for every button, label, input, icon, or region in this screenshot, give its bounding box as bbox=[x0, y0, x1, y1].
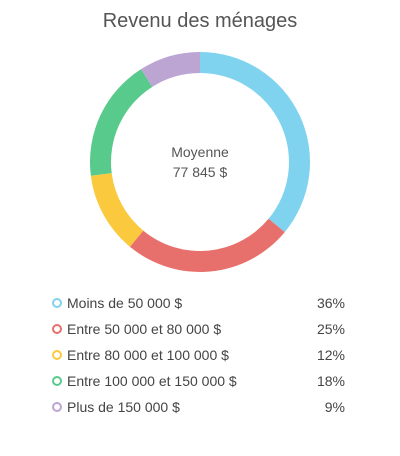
legend-label: Entre 50 000 et 80 000 $ bbox=[67, 321, 222, 337]
legend-item[interactable]: Entre 80 000 et 100 000 $ 12% bbox=[50, 346, 345, 372]
donut-slices bbox=[90, 52, 310, 273]
legend: Moins de 50 000 $ 36% Entre 50 000 et 80… bbox=[50, 294, 345, 424]
legend-label: Moins de 50 000 $ bbox=[67, 295, 183, 311]
donut-slice[interactable] bbox=[90, 173, 144, 247]
donut-slice[interactable] bbox=[200, 52, 310, 233]
legend-marker-icon bbox=[52, 402, 62, 412]
legend-marker-icon bbox=[52, 376, 62, 386]
chart-title: Revenu des ménages bbox=[102, 10, 298, 32]
legend-label: Entre 100 000 et 150 000 $ bbox=[67, 373, 237, 389]
legend-marker-icon bbox=[52, 298, 62, 308]
legend-label: Plus de 150 000 $ bbox=[67, 399, 180, 415]
donut-slice[interactable] bbox=[90, 69, 153, 176]
donut-slice[interactable] bbox=[129, 218, 285, 273]
legend-marker-icon bbox=[52, 350, 62, 360]
legend-item[interactable]: Moins de 50 000 $ 36% bbox=[50, 294, 345, 320]
legend-value: 36% bbox=[316, 295, 345, 311]
center-label: Moyenne bbox=[171, 144, 229, 160]
donut-slice[interactable] bbox=[141, 52, 200, 87]
legend-value: 12% bbox=[316, 347, 345, 363]
legend-item[interactable]: Entre 50 000 et 80 000 $ 25% bbox=[50, 320, 345, 346]
legend-label: Entre 80 000 et 100 000 $ bbox=[67, 347, 229, 363]
legend-value: 9% bbox=[324, 399, 345, 415]
center-value: 77 845 $ bbox=[172, 164, 228, 180]
legend-marker-icon bbox=[52, 324, 62, 334]
legend-item[interactable]: Plus de 150 000 $ 9% bbox=[50, 398, 345, 424]
legend-item[interactable]: Entre 100 000 et 150 000 $ 18% bbox=[50, 372, 345, 398]
legend-value: 18% bbox=[316, 373, 345, 389]
legend-value: 25% bbox=[316, 321, 345, 337]
donut-chart bbox=[90, 52, 310, 273]
